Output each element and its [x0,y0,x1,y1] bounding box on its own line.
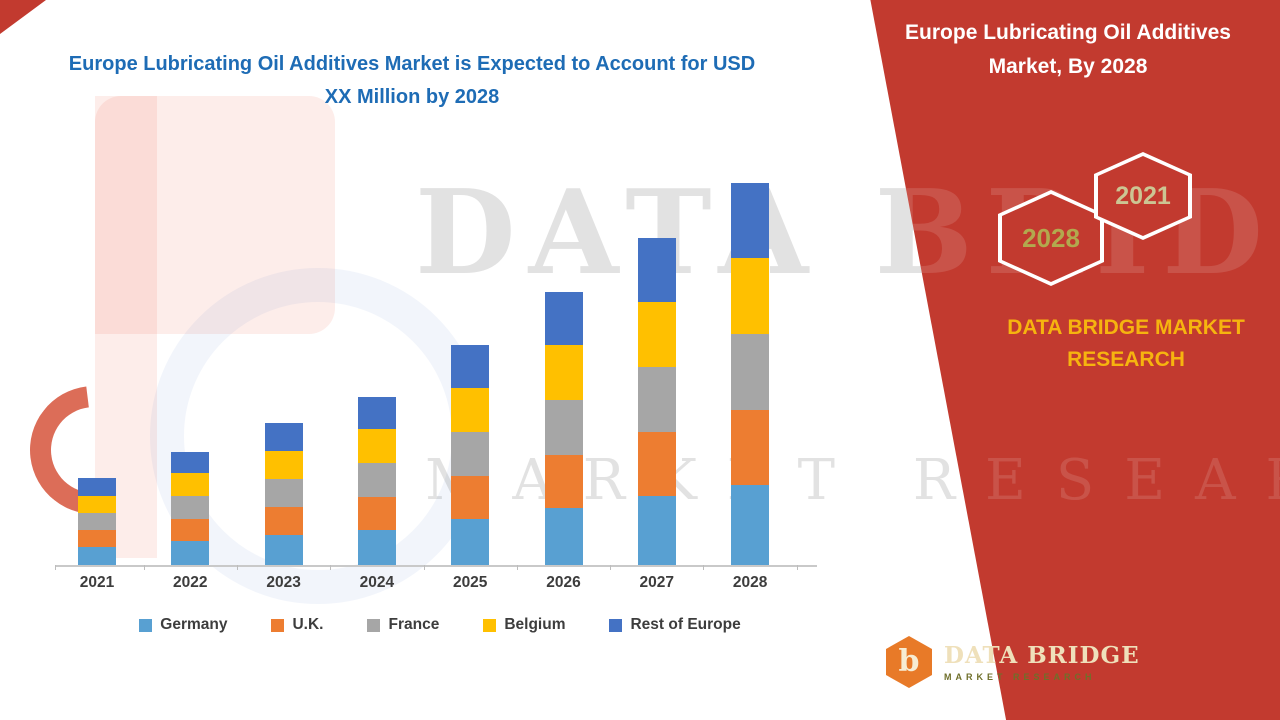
bar-2025-belgium [451,388,490,432]
x-axis-label-2027: 2027 [639,574,675,591]
bar-2027-germany [637,496,676,565]
bar-2025-germany [451,519,490,565]
legend-swatch-belgium [483,618,497,632]
logo-letter: b [898,644,920,679]
bar-2027-france [637,367,676,432]
axis-tick [703,565,705,570]
bar-2022-france [171,496,210,519]
bar-2024-rest-of-europe [357,397,396,429]
axis-tick [143,565,145,570]
footer-logo-text: DATA BRIDGE MARKET RESEARCH [944,642,1140,682]
axis-tick [55,565,56,570]
bar-2022-belgium [171,473,210,496]
bar-2023-germany [264,535,303,565]
footer-logo-name: DATA BRIDGE [944,642,1140,669]
x-axis-label-2024: 2024 [359,574,395,591]
legend-swatch-france [367,618,381,632]
x-axis-label-2023: 2023 [266,574,301,591]
corner-triangle-decoration [0,0,46,34]
bar-2024-germany [357,530,396,565]
bar-2022-u-k [171,519,210,541]
hexagon-year-2028-label: 2028 [1002,194,1100,282]
legend-swatch-germany [139,618,153,632]
legend-swatch-u-k [271,618,285,632]
legend-label-france: France [388,616,440,633]
legend-item-rest-of-europe: Rest of Europe [609,616,741,634]
bar-2028-france [731,334,770,410]
bar-2028-belgium [731,258,770,334]
bar-2021-rest-of-europe [78,478,116,496]
bar-2025-rest-of-europe [451,345,490,388]
bar-2023-france [264,479,303,507]
bar-2021-france [78,513,116,530]
bar-2028-germany [731,485,770,565]
axis-tick [796,565,798,570]
axis-tick [610,565,612,570]
panel-title: Europe Lubricating Oil Additives Market,… [905,21,1231,78]
bar-2028-rest-of-europe [731,183,770,258]
bar-2024-france [357,463,396,497]
bar-2025-france [451,432,490,476]
chart-title: Europe Lubricating Oil Additives Market … [68,53,756,108]
footer-logo-tagline: MARKET RESEARCH [944,672,1096,682]
legend-item-germany: Germany [139,616,227,634]
x-axis-label-2025: 2025 [452,574,488,591]
legend-label-germany: Germany [160,616,228,633]
bar-2027-rest-of-europe [637,238,676,302]
bar-2024-u-k [357,497,396,530]
hexagon-year-2028: 2028 [998,190,1104,286]
bar-2023-belgium [264,451,303,479]
bar-2026-france [544,400,583,455]
chart-legend: Germany U.K. France Belgium Rest of Europe [60,616,820,634]
legend-swatch-rest-of-europe [609,618,623,632]
data-bridge-logo-icon: b [886,636,932,688]
stacked-bar-chart: 2021 2022 2023 2024 2025 2026 2027 2028 [55,115,817,591]
bar-2023-u-k [264,507,303,535]
bar-2021-germany [78,547,116,565]
legend-item-belgium: Belgium [483,616,565,634]
bar-2027-belgium [637,302,676,367]
bar-2026-belgium [544,345,583,400]
legend-label-rest-of-europe: Rest of Europe [630,616,741,633]
legend-item-u-k: U.K. [271,616,323,634]
bar-2026-u-k [544,455,583,508]
hexagon-year-2021: 2021 [1094,152,1192,240]
bar-2023-rest-of-europe [264,423,303,451]
x-axis-label-2021: 2021 [79,574,115,591]
axis-tick [423,565,425,570]
bar-2024-belgium [357,429,396,463]
bar-2026-rest-of-europe [544,292,583,345]
x-axis-label-2028: 2028 [732,574,768,591]
axis-tick [516,565,518,570]
bar-2026-germany [544,508,583,565]
bar-2028-u-k [731,410,770,485]
x-axis-label-2022: 2022 [173,574,208,591]
footer-logo: b DATA BRIDGE MARKET RESEARCH [886,636,1140,688]
x-axis-label-2026: 2026 [546,574,581,591]
bar-2025-u-k [451,476,490,519]
hexagon-year-2021-label: 2021 [1098,156,1188,236]
legend-item-france: France [367,616,439,634]
axis-tick [330,565,332,570]
bar-2022-rest-of-europe [171,452,210,473]
brand-name-text: DATA BRIDGE MARKET RESEARCH [1007,316,1245,371]
bar-2027-u-k [637,432,676,496]
bar-2021-u-k [78,530,116,547]
legend-label-belgium: Belgium [504,616,566,633]
bar-2021-belgium [78,496,116,513]
bar-2022-germany [171,541,210,565]
legend-label-u-k: U.K. [292,616,324,633]
axis-tick [236,565,238,570]
